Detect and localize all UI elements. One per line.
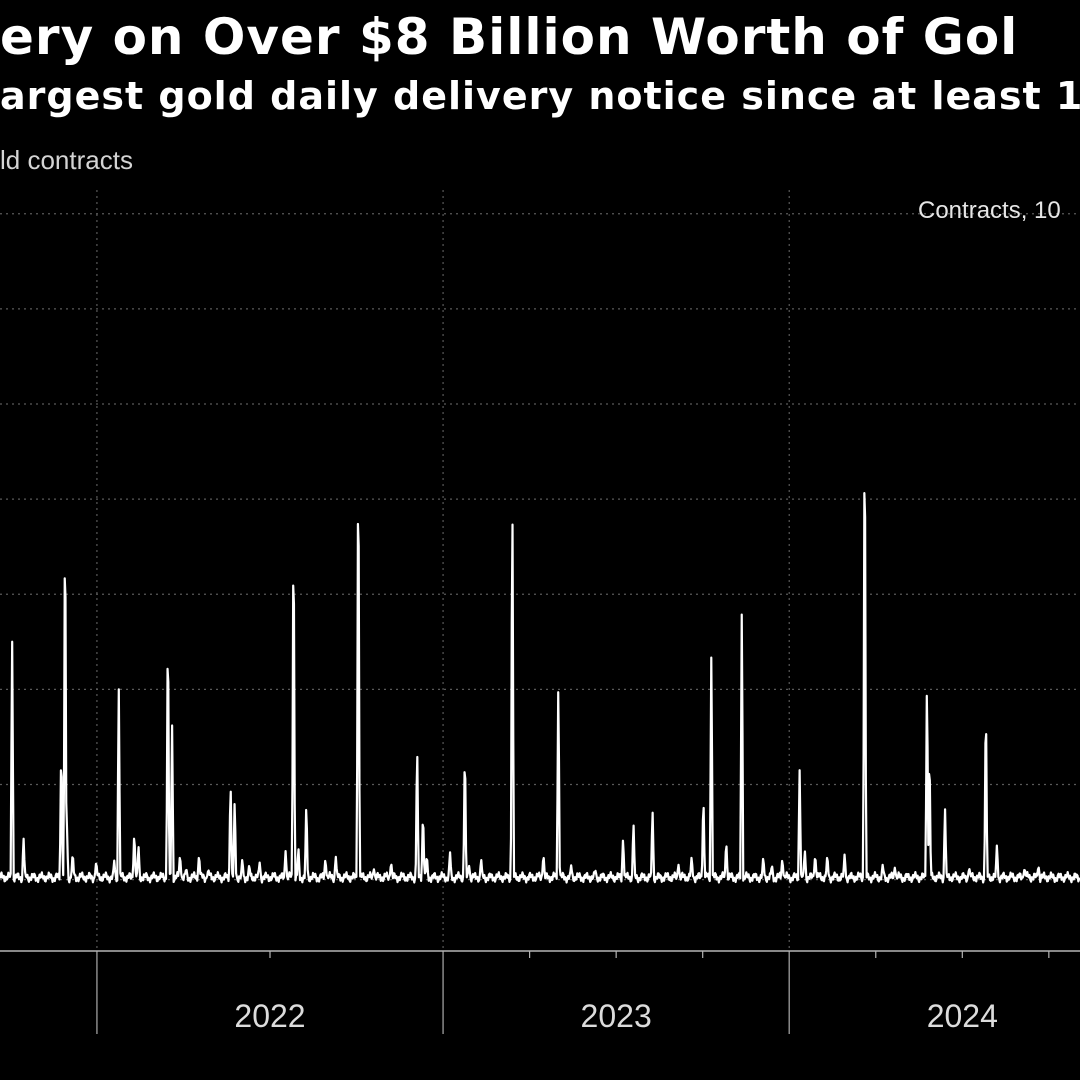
series-group [0, 492, 1080, 884]
x-tick-label: 2024 [927, 998, 998, 1034]
horizontal-gridlines [0, 213, 1080, 881]
x-tick-labels: 2022 2023 2024 [234, 998, 997, 1034]
x-tick-label: 2023 [581, 998, 652, 1034]
legend-label: Contracts, 10 [918, 197, 1061, 224]
year-dividers [96, 951, 790, 1034]
x-axis [0, 950, 1080, 958]
series-line-contracts [0, 492, 1080, 884]
y-axis-units-label: ld contracts [0, 145, 133, 175]
chart-subtitle: argest gold daily delivery notice since … [0, 74, 1080, 118]
chart-title: ery on Over $8 Billion Worth of Gol [0, 8, 1019, 66]
x-tick-label: 2022 [234, 998, 305, 1034]
vertical-gridlines [96, 190, 790, 951]
